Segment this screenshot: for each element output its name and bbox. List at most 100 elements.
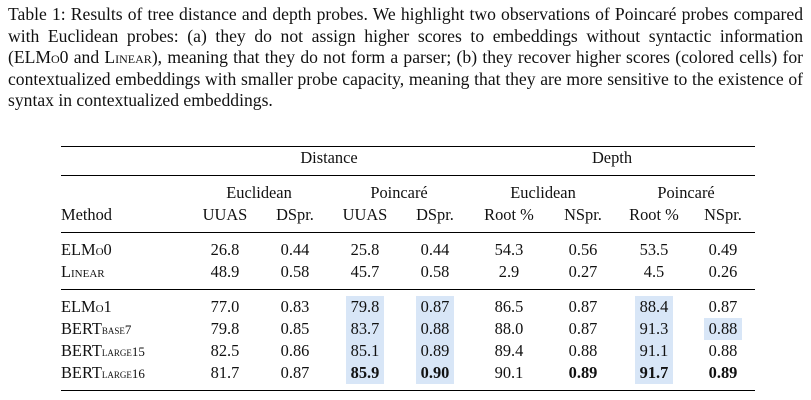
value: 0.49 <box>708 240 738 259</box>
value: 0.87 <box>415 296 455 318</box>
table-row: ELMo0 26.8 0.44 25.8 0.44 54.3 0.56 53.5 0.49 <box>61 239 755 261</box>
value-cell: 90.1 <box>469 362 549 384</box>
column-header: Root % <box>484 205 534 224</box>
value: 0.85 <box>280 319 310 338</box>
value: 0.58 <box>420 262 450 281</box>
value: 4.5 <box>643 262 665 281</box>
value: 91.7 <box>634 362 674 384</box>
column-header: DSpr. <box>276 205 314 224</box>
value: 26.8 <box>210 240 240 259</box>
value-cell: 0.88 <box>691 318 755 340</box>
group-header-depth: Depth <box>591 148 633 167</box>
value: 85.1 <box>345 340 385 362</box>
value: 48.9 <box>210 262 240 281</box>
value-cell: 85.1 <box>329 340 401 362</box>
value-cell: 86.5 <box>469 296 549 318</box>
value: 89.4 <box>494 341 524 360</box>
column-header: UUAS <box>342 205 388 224</box>
value-cell: 77.0 <box>189 296 261 318</box>
value-cell: 0.85 <box>261 318 329 340</box>
value-cell: 81.7 <box>189 362 261 384</box>
caption-linear: Linear <box>104 47 152 68</box>
value: 90.1 <box>494 363 524 382</box>
value-cell: 89.4 <box>469 340 549 362</box>
value-cell: 0.88 <box>691 340 755 362</box>
method-cell: BERTlarge16 <box>61 362 189 384</box>
value: 88.4 <box>634 296 674 318</box>
value: 45.7 <box>350 262 380 281</box>
method-header: Method <box>61 205 112 224</box>
value-cell: 91.7 <box>617 362 691 384</box>
value: 0.87 <box>708 297 738 316</box>
value: 0.88 <box>703 318 743 340</box>
value: 2.9 <box>498 262 520 281</box>
value: 0.88 <box>568 341 598 360</box>
sub-header-depth-poincare: Poincaré <box>657 183 715 202</box>
value: 0.44 <box>280 240 310 259</box>
value: 0.83 <box>280 297 310 316</box>
value: 0.86 <box>280 341 310 360</box>
value: 88.0 <box>494 319 524 338</box>
group-header-distance: Distance <box>300 148 358 167</box>
value: 53.5 <box>639 240 669 259</box>
method-name: BERT <box>61 319 102 338</box>
value-cell: 4.5 <box>617 261 691 283</box>
caption-elmo0-suffix: o0 <box>51 47 69 68</box>
value-cell: 0.44 <box>261 239 329 261</box>
value-cell: 0.87 <box>691 296 755 318</box>
value: 0.87 <box>568 297 598 316</box>
value-cell: 0.27 <box>549 261 617 283</box>
value-cell: 91.1 <box>617 340 691 362</box>
caption-text-post: ), meaning that they do not form a parse… <box>8 47 804 111</box>
value-cell: 25.8 <box>329 239 401 261</box>
value-cell: 79.8 <box>329 296 401 318</box>
table-caption: Table 1: Results of tree distance and de… <box>8 4 803 112</box>
value-cell: 0.56 <box>549 239 617 261</box>
value: 0.88 <box>415 318 455 340</box>
value-cell: 45.7 <box>329 261 401 283</box>
value: 25.8 <box>350 240 380 259</box>
value-cell: 0.26 <box>691 261 755 283</box>
table-row: BERTlarge16 81.7 0.87 85.9 0.90 90.1 0.89 91.7 0… <box>61 362 755 384</box>
method-suffix: base7 <box>101 322 132 337</box>
value: 0.26 <box>708 262 738 281</box>
value-cell: 0.90 <box>401 362 469 384</box>
method-suffix: o1 <box>95 297 112 316</box>
table-row: BERTlarge15 82.5 0.86 85.1 0.89 89.4 0.88 91.1 0… <box>61 340 755 362</box>
results-table: Distance Depth Euclidean Poincaré Euclid… <box>61 146 755 391</box>
table-row: ELMo1 77.0 0.83 79.8 0.87 86.5 0.87 88.4 0.87 <box>61 296 755 318</box>
value-cell: 83.7 <box>329 318 401 340</box>
value-cell: 91.3 <box>617 318 691 340</box>
sub-header-depth-euclidean: Euclidean <box>510 183 576 202</box>
method-name: BERT <box>61 341 102 360</box>
value-cell: 0.87 <box>549 318 617 340</box>
value-cell: 0.89 <box>401 340 469 362</box>
method-cell: BERTbase7 <box>61 318 189 340</box>
value: 0.27 <box>568 262 598 281</box>
value: 0.88 <box>708 341 738 360</box>
table-row: Linear 48.9 0.58 45.7 0.58 2.9 0.27 4.5 0.26 <box>61 261 755 283</box>
value-cell: 54.3 <box>469 239 549 261</box>
value-cell: 0.87 <box>261 362 329 384</box>
value-cell: 82.5 <box>189 340 261 362</box>
method-cell: ELMo1 <box>61 296 189 318</box>
value-cell: 0.44 <box>401 239 469 261</box>
value: 91.3 <box>634 318 674 340</box>
value: 83.7 <box>345 318 385 340</box>
sub-header-distance-poincare: Poincaré <box>370 183 428 202</box>
value-cell: 0.49 <box>691 239 755 261</box>
value: 81.7 <box>210 363 240 382</box>
value: 86.5 <box>494 297 524 316</box>
value-cell: 88.4 <box>617 296 691 318</box>
method-name: ELM <box>61 240 96 259</box>
value-cell: 48.9 <box>189 261 261 283</box>
value-cell: 0.87 <box>401 296 469 318</box>
value-cell: 53.5 <box>617 239 691 261</box>
value: 79.8 <box>210 319 240 338</box>
method-cell: ELMo0 <box>61 239 189 261</box>
value: 79.8 <box>345 296 385 318</box>
column-header: NSpr. <box>704 205 742 224</box>
method-cell: Linear <box>61 261 189 283</box>
value: 0.89 <box>415 340 455 362</box>
value-cell: 0.88 <box>549 340 617 362</box>
